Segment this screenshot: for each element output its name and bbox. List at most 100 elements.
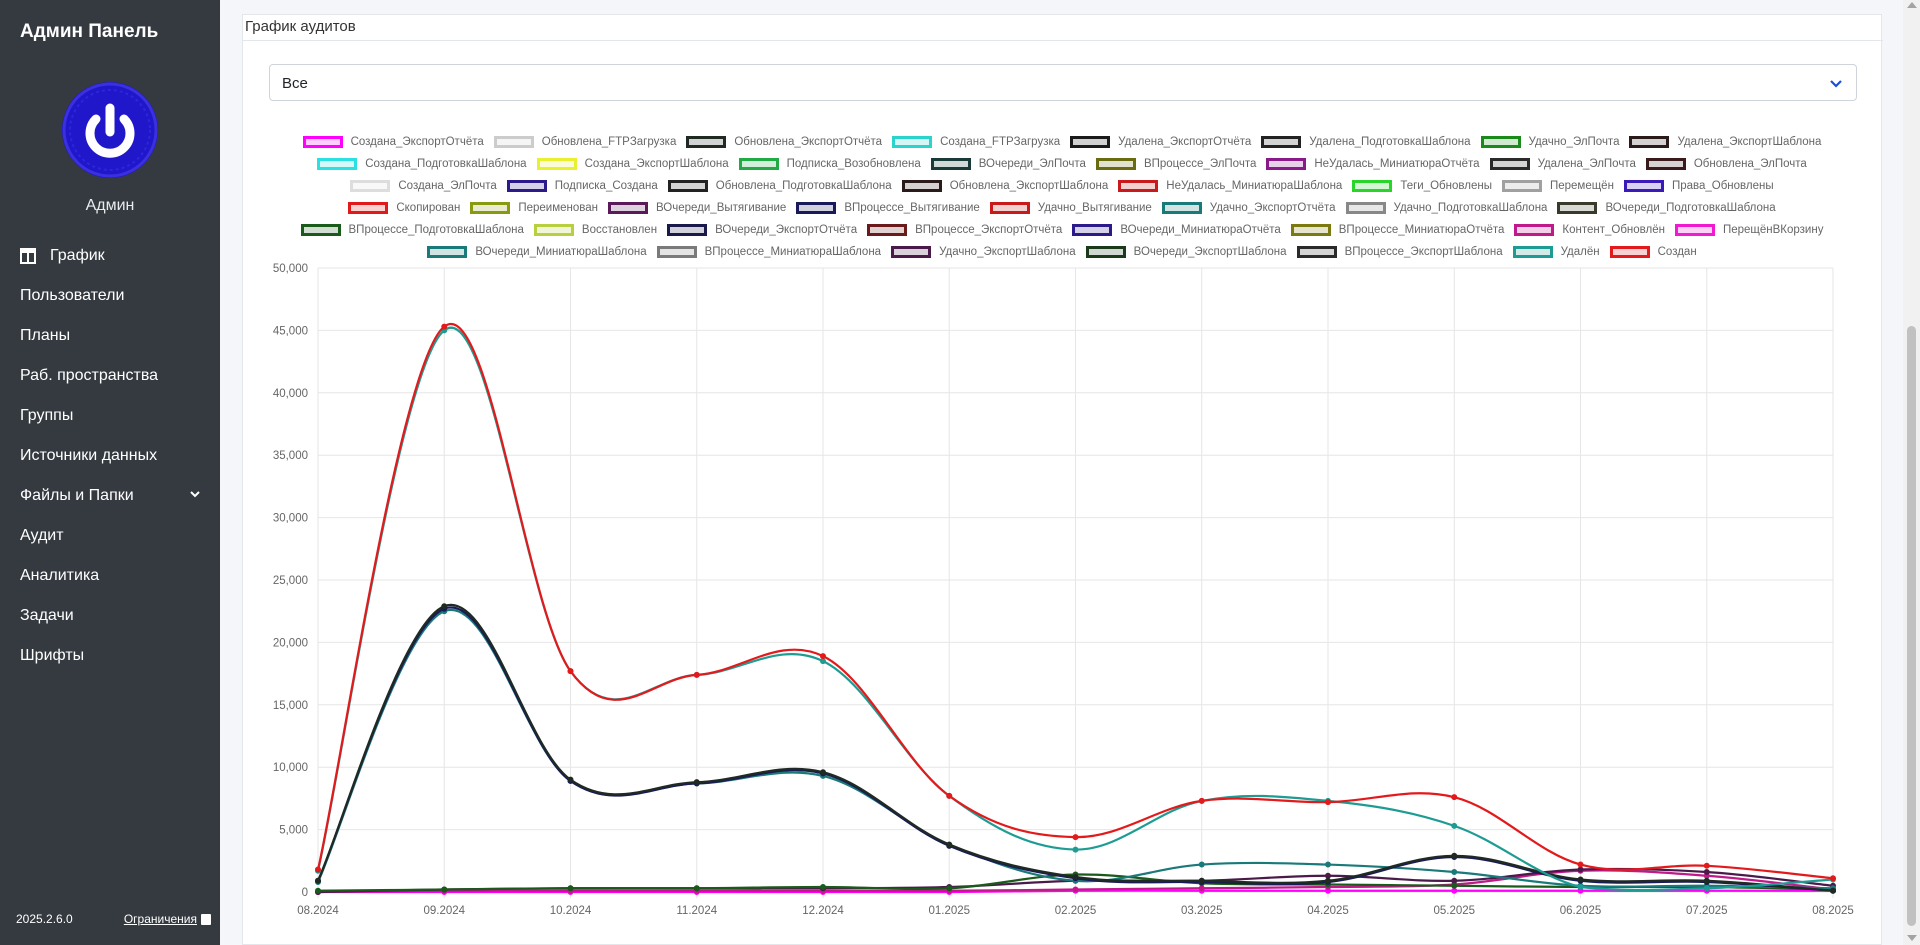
legend-item[interactable]: Обновлена_ПодготовкаШаблона [667, 180, 892, 192]
data-point [1325, 877, 1331, 884]
legend-item[interactable]: НеУдалась_МиниатюраШаблона [1118, 180, 1342, 192]
legend-item[interactable]: Восстановлен [533, 224, 657, 236]
legend-item[interactable]: Удалена_ЭлПочта [1489, 158, 1636, 170]
sidebar-item-tasks[interactable]: Задачи [0, 596, 220, 636]
legend-item[interactable]: ВОчереди_ПодготовкаШаблона [1557, 202, 1776, 214]
sidebar-item-audit[interactable]: Аудит [0, 516, 220, 556]
legend-item[interactable]: ПерещёнВКорзину [1674, 224, 1823, 236]
legend-item[interactable]: Перемещён [1501, 180, 1614, 192]
legend-swatch [1085, 246, 1126, 258]
legend-item[interactable]: Удачно_ЭкспортОтчёта [1161, 202, 1336, 214]
data-point [1577, 884, 1584, 891]
sidebar-item-plans[interactable]: Планы [0, 316, 220, 356]
x-tick-label: 11.2024 [676, 905, 717, 917]
legend-swatch [470, 202, 511, 214]
sidebar-item-chart[interactable]: График [0, 236, 220, 276]
legend-item[interactable]: Создан [1609, 246, 1697, 258]
legend-item[interactable]: Удалена_ПодготовкаШаблона [1261, 136, 1471, 148]
sidebar-item-workspaces[interactable]: Раб. пространства [0, 356, 220, 396]
y-tick-label: 40,000 [273, 388, 308, 400]
legend-item[interactable]: Удалена_ЭкспортОтчёта [1070, 136, 1251, 148]
legend-item[interactable]: ВОчереди_ЭкспортОтчёта [667, 224, 857, 236]
legend-item[interactable]: Контент_Обновлён [1514, 224, 1665, 236]
data-point [693, 671, 700, 678]
legend-item[interactable]: ВОчереди_ЭкспортШаблона [1085, 246, 1287, 258]
sidebar-item-datasources[interactable]: Источники данных [0, 436, 220, 476]
legend-item[interactable]: Подписка_Создана [506, 180, 658, 192]
brand-title[interactable]: Админ Панель [20, 21, 159, 42]
filter-select[interactable]: Все [269, 64, 1857, 101]
legend-item[interactable]: НеУдалась_МиниатюраОтчёта [1266, 158, 1480, 170]
legend-item[interactable]: ВПроцессе_МиниатюраШаблона [656, 246, 881, 258]
legend-item[interactable]: Удалён [1512, 246, 1600, 258]
data-point [820, 653, 826, 660]
legend-item[interactable]: Создана_ЭкспортШаблона [536, 158, 729, 170]
legend-item[interactable]: Теги_Обновлены [1352, 180, 1492, 192]
data-point [1703, 869, 1710, 876]
data-point [1451, 852, 1458, 859]
legend-item[interactable]: Обновлена_ЭлПочта [1645, 158, 1807, 170]
limits-link[interactable]: Ограничения [124, 912, 211, 926]
data-point [1072, 846, 1079, 853]
scroll-up-arrow-icon[interactable] [1907, 2, 1917, 8]
legend-item[interactable]: Создана_FTPЗагрузка [892, 136, 1060, 148]
legend-item[interactable]: ВПроцессе_ЭлПочта [1095, 158, 1256, 170]
x-tick-label: 08.2025 [1812, 905, 1854, 917]
legend-item[interactable]: ВПроцессе_ЭкспортОтчёта [867, 224, 1062, 236]
legend-item[interactable]: Создана_ЭлПочта [350, 180, 497, 192]
legend-item[interactable]: ВПроцессе_МиниатюраОтчёта [1290, 224, 1504, 236]
legend-item[interactable]: ВОчереди_ЭлПочта [930, 158, 1086, 170]
legend-swatch [1609, 246, 1650, 258]
sidebar-item-analytics[interactable]: Аналитика [0, 556, 220, 596]
legend-item[interactable]: ВПроцессе_ПодготовкаШаблона [300, 224, 524, 236]
legend-swatch [667, 180, 708, 192]
sidebar-item-files-folders[interactable]: Файлы и Папки [0, 476, 220, 516]
legend-item[interactable]: Скопирован [348, 202, 460, 214]
page-scrollbar[interactable] [1903, 0, 1920, 945]
legend-label: Удачно_Вытягивание [1037, 202, 1152, 214]
legend-item[interactable]: Удачно_Вытягивание [989, 202, 1152, 214]
scroll-thumb[interactable] [1907, 326, 1916, 926]
chevron-down-icon [1828, 75, 1844, 91]
legend-item[interactable]: Переименован [470, 202, 598, 214]
legend-swatch [1095, 158, 1136, 170]
legend-item[interactable]: ВОчереди_МиниатюраШаблона [427, 246, 647, 258]
data-point [1072, 834, 1079, 841]
legend-item[interactable]: Удачно_ЭлПочта [1480, 136, 1619, 148]
legend-item[interactable]: Удачно_ПодготовкаШаблона [1345, 202, 1547, 214]
sidebar-item-fonts[interactable]: Шрифты [0, 636, 220, 676]
sidebar-item-label: График [50, 247, 105, 264]
legend-swatch [1352, 180, 1393, 192]
legend-item[interactable]: Обновлена_ЭкспортОтчёта [686, 136, 882, 148]
legend-label: Контент_Обновлён [1562, 224, 1665, 236]
sidebar-item-groups[interactable]: Группы [0, 396, 220, 436]
legend-swatch [493, 136, 534, 148]
legend-item[interactable]: Подписка_Возобновлена [738, 158, 921, 170]
legend-label: Создана_ПодготовкаШаблона [365, 158, 527, 170]
sidebar-item-users[interactable]: Пользователи [0, 276, 220, 316]
sidebar-item-label: Планы [20, 327, 71, 344]
legend-swatch [1623, 180, 1664, 192]
legend-item[interactable]: Права_Обновлены [1623, 180, 1774, 192]
legend-item[interactable]: ВОчереди_МиниатюраОтчёта [1072, 224, 1281, 236]
legend-item[interactable]: Удалена_ЭкспортШаблона [1629, 136, 1821, 148]
legend-item[interactable]: ВПроцессе_Вытягивание [796, 202, 980, 214]
legend-item[interactable]: Создана_ПодготовкаШаблона [317, 158, 527, 170]
legend-swatch [1118, 180, 1159, 192]
legend-swatch [1489, 158, 1530, 170]
legend-item[interactable]: ВПроцессе_ЭкспортШаблона [1296, 246, 1503, 258]
legend-item[interactable]: ВОчереди_Вытягивание [608, 202, 786, 214]
data-point [1830, 875, 1836, 882]
legend-swatch [1514, 224, 1555, 236]
data-point [820, 769, 826, 776]
legend-swatch [348, 202, 389, 214]
legend-item[interactable]: Обновлена_FTPЗагрузка [493, 136, 676, 148]
legend-item[interactable]: Обновлена_ЭкспортШаблона [901, 180, 1109, 192]
scroll-down-arrow-icon[interactable] [1907, 935, 1917, 941]
legend-item[interactable]: Создана_ЭкспортОтчёта [302, 136, 484, 148]
legend-item[interactable]: Удачно_ЭкспортШаблона [891, 246, 1076, 258]
legend-swatch [302, 136, 343, 148]
legend-label: Обновлена_ЭкспортШаблона [949, 180, 1109, 192]
legend-swatch [1512, 246, 1553, 258]
